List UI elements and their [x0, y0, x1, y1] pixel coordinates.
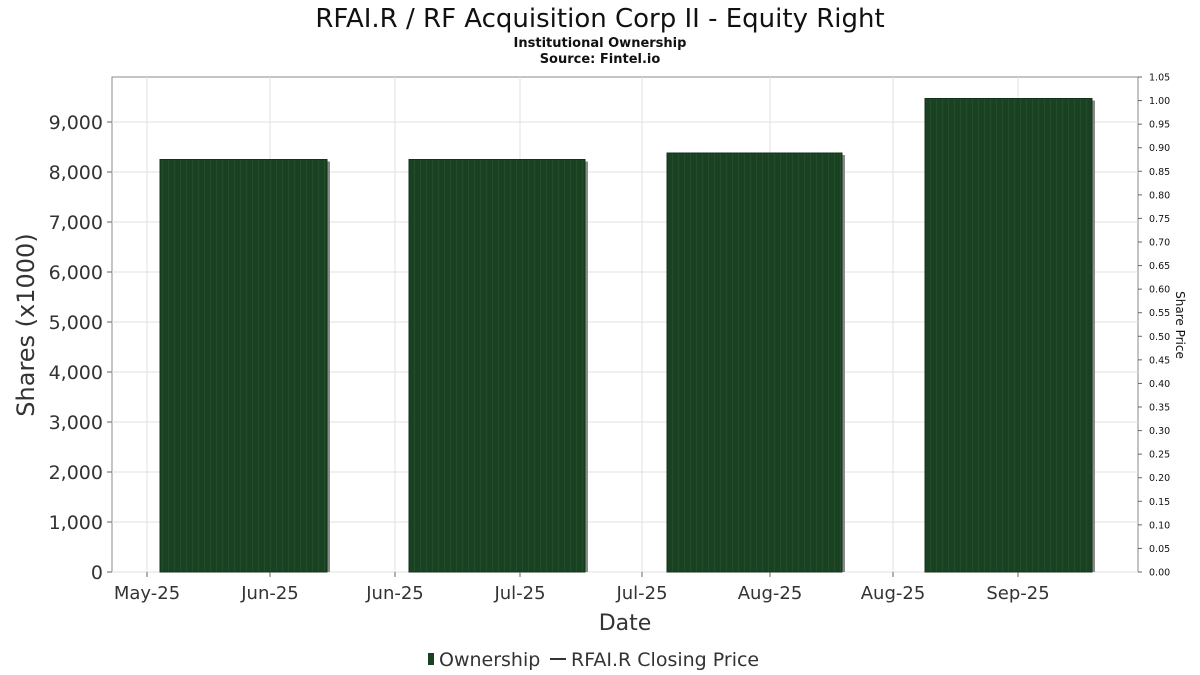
x-tick-label: Sep-25: [986, 583, 1049, 604]
y2-tick-label: 0.40: [1149, 379, 1170, 390]
legend-price-label: RFAI.R Closing Price: [571, 649, 759, 671]
y-axis-label: Shares (x1000): [12, 233, 40, 416]
ownership-bar: [666, 152, 843, 573]
y2-tick-label: 0.05: [1149, 544, 1170, 555]
legend-ownership-swatch: [428, 653, 434, 665]
y-tick-label: 9,000: [49, 112, 103, 134]
ownership-bar: [924, 98, 1093, 573]
ownership-bar: [159, 159, 328, 573]
y-axis: 0 1,000 2,000 3,000 4,000 5,000 6,000 7,000 8,00…: [49, 112, 112, 584]
chart-subtitle-ownership: Institutional Ownership: [514, 36, 687, 51]
y2-tick-label: 0.75: [1149, 214, 1170, 225]
y2-tick-label: 0.65: [1149, 261, 1170, 272]
y2-tick-label: 0.20: [1149, 473, 1170, 484]
y2-tick-label: 0.95: [1149, 120, 1170, 131]
y2-tick-label: 1.00: [1149, 96, 1170, 107]
y2-tick-label: 0.30: [1149, 426, 1170, 437]
chart-subtitle-source: Source: Fintel.io: [540, 52, 661, 67]
y2-tick-label: 0.00: [1149, 568, 1170, 579]
y2-tick-label: 0.45: [1149, 355, 1170, 366]
legend-ownership-label: Ownership: [439, 649, 540, 671]
y2-tick-label: 0.55: [1149, 308, 1170, 319]
y2-tick-label: 0.35: [1149, 403, 1170, 414]
y-tick-label: 8,000: [49, 162, 103, 184]
x-tick-label: May-25: [114, 583, 180, 604]
y-tick-label: 0: [91, 562, 103, 584]
y-tick-label: 4,000: [49, 362, 103, 384]
y-tick-label: 6,000: [49, 262, 103, 284]
y-tick-label: 5,000: [49, 312, 103, 334]
ownership-bar: [408, 159, 586, 573]
y2-tick-label: 0.80: [1149, 190, 1170, 201]
x-tick-label: Jul-25: [615, 583, 667, 604]
y2-tick-label: 0.25: [1149, 450, 1170, 461]
y2-tick-label: 0.10: [1149, 520, 1170, 531]
y-tick-label: 2,000: [49, 462, 103, 484]
secondary-y-axis-label: Share Price: [1173, 291, 1187, 359]
legend: Ownership RFAI.R Closing Price: [428, 649, 759, 671]
y2-tick-label: 0.70: [1149, 238, 1170, 249]
secondary-y-axis: 0.00 0.05 0.10 0.15 0.20 0.25 0.30 0.35 0.40 0.45…: [1138, 73, 1170, 579]
x-tick-label: Jun-25: [240, 583, 299, 604]
y-tick-label: 3,000: [49, 412, 103, 434]
y2-tick-label: 0.85: [1149, 167, 1170, 178]
x-tick-label: Aug-25: [738, 583, 803, 604]
y2-tick-label: 0.60: [1149, 285, 1170, 296]
y2-tick-label: 0.15: [1149, 497, 1170, 508]
x-axis-label: Date: [599, 611, 652, 636]
bars: [159, 98, 1095, 573]
y-tick-label: 1,000: [49, 512, 103, 534]
x-tick-label: Aug-25: [861, 583, 926, 604]
chart-title: RFAI.R / RF Acquisition Corp II - Equity…: [315, 4, 884, 34]
x-tick-label: Jun-25: [365, 583, 424, 604]
x-axis: May-25 Jun-25 Jun-25 Jul-25 Jul-25 Aug-25 Aug-…: [114, 572, 1050, 604]
y-tick-label: 7,000: [49, 212, 103, 234]
y2-tick-label: 0.90: [1149, 143, 1170, 154]
x-tick-label: Jul-25: [493, 583, 545, 604]
y2-tick-label: 1.05: [1149, 73, 1170, 84]
y2-tick-label: 0.50: [1149, 332, 1170, 343]
